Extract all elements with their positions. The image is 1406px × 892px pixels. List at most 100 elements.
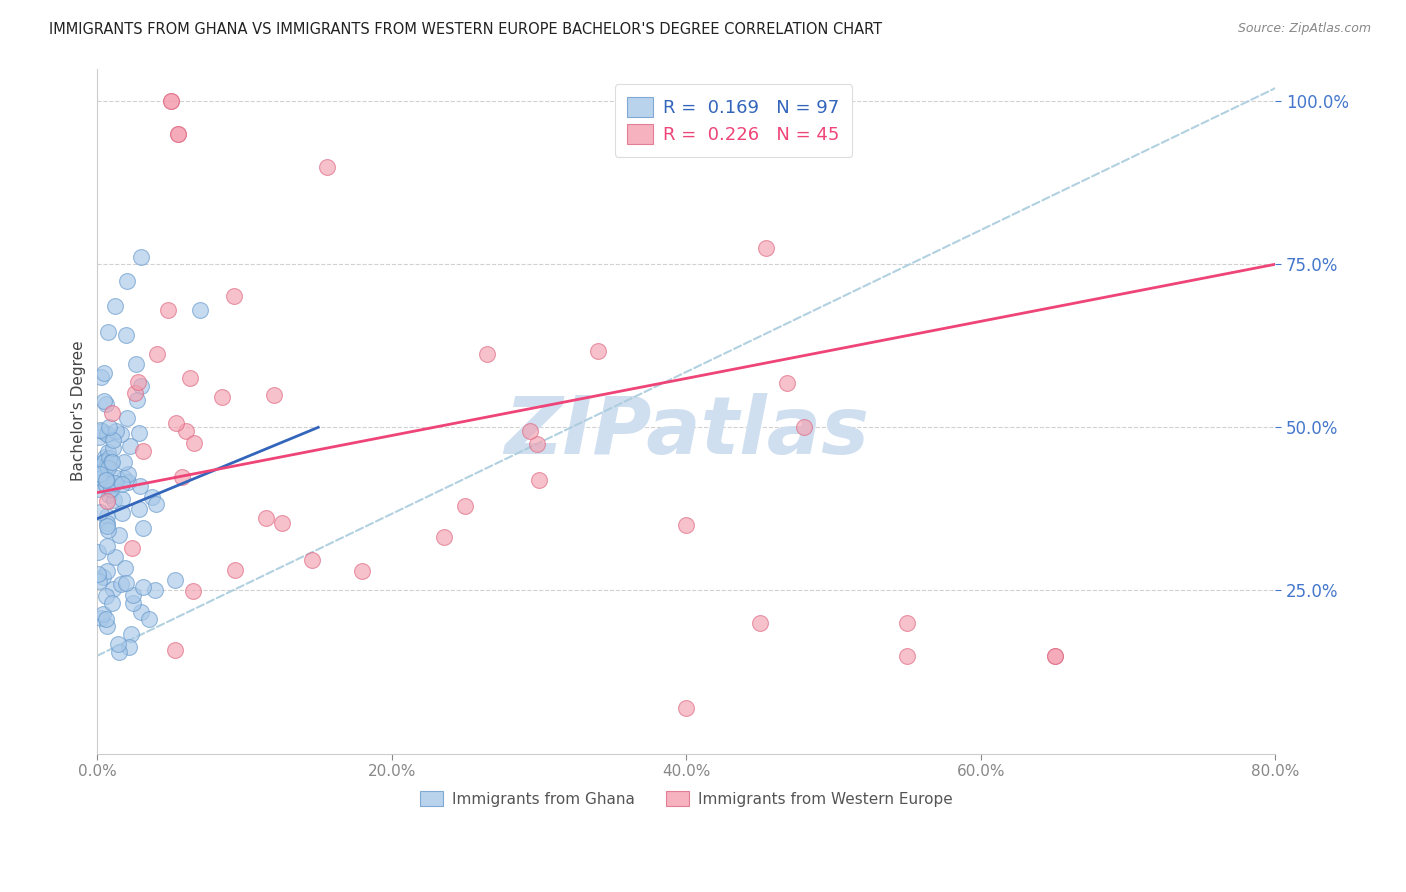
Immigrants from Ghana	[163, 573, 186, 587]
Immigrants from Ghana	[128, 426, 150, 441]
Immigrants from Ghana	[112, 454, 135, 468]
Immigrants from Western Europe	[526, 437, 548, 451]
Immigrants from Western Europe	[588, 343, 610, 358]
Immigrants from Ghana	[100, 455, 122, 469]
Immigrants from Ghana	[101, 434, 124, 448]
Immigrants from Ghana	[98, 477, 121, 491]
Y-axis label: Bachelor's Degree: Bachelor's Degree	[72, 341, 86, 482]
Immigrants from Ghana	[108, 528, 131, 542]
Immigrants from Ghana	[132, 580, 155, 594]
Immigrants from Ghana	[100, 482, 122, 496]
Immigrants from Ghana	[96, 458, 118, 472]
Immigrants from Western Europe	[165, 642, 187, 657]
Immigrants from Western Europe	[755, 241, 778, 255]
Immigrants from Western Europe	[167, 127, 190, 141]
Immigrants from Ghana	[87, 567, 110, 582]
Immigrants from Ghana	[90, 370, 112, 384]
Immigrants from Ghana	[117, 475, 139, 489]
Immigrants from Western Europe	[254, 510, 277, 524]
Immigrants from Western Europe	[121, 541, 143, 555]
Immigrants from Ghana	[129, 250, 152, 264]
Immigrants from Ghana	[93, 366, 115, 380]
Immigrants from Ghana	[104, 475, 127, 490]
Immigrants from Ghana	[89, 505, 111, 519]
Immigrants from Ghana	[129, 605, 152, 619]
Immigrants from Ghana	[96, 478, 118, 492]
Immigrants from Ghana	[96, 478, 118, 492]
Immigrants from Western Europe	[101, 406, 124, 420]
Immigrants from Ghana	[89, 459, 111, 474]
Immigrants from Western Europe	[749, 615, 772, 630]
Immigrants from Ghana	[96, 540, 118, 554]
Immigrants from Ghana	[93, 455, 115, 469]
Immigrants from Western Europe	[160, 94, 183, 108]
Immigrants from Western Europe	[896, 648, 918, 663]
Immigrants from Ghana	[141, 490, 163, 504]
Immigrants from Ghana	[105, 471, 128, 485]
Text: IMMIGRANTS FROM GHANA VS IMMIGRANTS FROM WESTERN EUROPE BACHELOR'S DEGREE CORREL: IMMIGRANTS FROM GHANA VS IMMIGRANTS FROM…	[49, 22, 883, 37]
Immigrants from Western Europe	[174, 424, 197, 438]
Immigrants from Western Europe	[146, 347, 169, 361]
Immigrants from Ghana	[96, 472, 118, 486]
Immigrants from Ghana	[96, 519, 118, 533]
Immigrants from Ghana	[105, 424, 128, 438]
Text: ZIPatlas: ZIPatlas	[503, 392, 869, 471]
Immigrants from Ghana	[118, 439, 141, 453]
Immigrants from Ghana	[96, 473, 118, 487]
Immigrants from Western Europe	[675, 701, 697, 715]
Immigrants from Western Europe	[170, 470, 193, 484]
Immigrants from Ghana	[89, 467, 111, 482]
Immigrants from Western Europe	[160, 94, 183, 108]
Immigrants from Ghana	[117, 640, 139, 655]
Immigrants from Western Europe	[352, 564, 374, 578]
Immigrants from Western Europe	[183, 436, 205, 450]
Immigrants from Western Europe	[775, 376, 797, 390]
Immigrants from Ghana	[190, 302, 212, 317]
Immigrants from Ghana	[94, 450, 117, 465]
Immigrants from Western Europe	[167, 127, 190, 141]
Immigrants from Western Europe	[675, 518, 697, 533]
Immigrants from Ghana	[91, 425, 114, 439]
Immigrants from Western Europe	[224, 563, 246, 577]
Immigrants from Ghana	[97, 445, 120, 459]
Immigrants from Ghana	[145, 497, 167, 511]
Immigrants from Ghana	[110, 506, 132, 520]
Immigrants from Ghana	[110, 492, 132, 507]
Immigrants from Ghana	[94, 612, 117, 626]
Immigrants from Ghana	[87, 482, 110, 496]
Immigrants from Ghana	[89, 430, 111, 444]
Immigrants from Western Europe	[896, 615, 918, 630]
Immigrants from Western Europe	[1043, 648, 1066, 663]
Immigrants from Ghana	[117, 467, 139, 481]
Immigrants from Ghana	[97, 326, 120, 340]
Immigrants from Ghana	[138, 611, 160, 625]
Immigrants from Western Europe	[96, 494, 118, 508]
Immigrants from Western Europe	[157, 303, 180, 318]
Immigrants from Ghana	[90, 471, 112, 485]
Immigrants from Ghana	[93, 394, 115, 409]
Immigrants from Ghana	[129, 479, 152, 493]
Immigrants from Ghana	[111, 477, 134, 491]
Immigrants from Ghana	[115, 328, 138, 343]
Immigrants from Western Europe	[433, 530, 456, 544]
Immigrants from Ghana	[91, 607, 114, 622]
Immigrants from Ghana	[104, 299, 127, 313]
Immigrants from Ghana	[115, 576, 138, 591]
Immigrants from Ghana	[94, 589, 117, 603]
Immigrants from Ghana	[96, 564, 118, 578]
Immigrants from Ghana	[96, 516, 118, 531]
Immigrants from Ghana	[114, 560, 136, 574]
Immigrants from Western Europe	[124, 386, 146, 401]
Immigrants from Ghana	[98, 488, 121, 502]
Immigrants from Western Europe	[132, 443, 155, 458]
Immigrants from Ghana	[101, 442, 124, 456]
Immigrants from Ghana	[97, 461, 120, 475]
Immigrants from Ghana	[101, 455, 124, 469]
Immigrants from Western Europe	[271, 516, 294, 531]
Immigrants from Ghana	[122, 596, 145, 610]
Immigrants from Ghana	[97, 523, 120, 537]
Immigrants from Ghana	[107, 637, 129, 651]
Immigrants from Ghana	[96, 397, 118, 411]
Immigrants from Ghana	[103, 493, 125, 508]
Immigrants from Ghana	[96, 427, 118, 442]
